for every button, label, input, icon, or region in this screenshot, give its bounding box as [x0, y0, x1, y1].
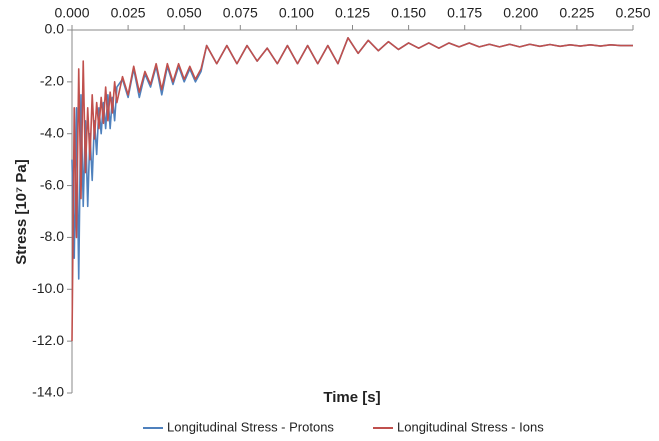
y-tick-label: -2.0 — [40, 73, 64, 89]
y-tick-label: -8.0 — [40, 228, 64, 244]
data-line — [71, 36, 633, 342]
y-tick-label: -6.0 — [40, 176, 64, 192]
x-tick-label: 0.125 — [335, 5, 370, 21]
x-tick-label: 0.250 — [615, 5, 650, 21]
x-tick-label: 0.200 — [503, 5, 538, 21]
y-tick-label: -4.0 — [40, 124, 64, 140]
data-line — [71, 36, 633, 280]
x-tick-label: 0.050 — [167, 5, 202, 21]
legend-label: Longitudinal Stress - Ions — [397, 419, 544, 434]
y-tick-label: -12.0 — [32, 332, 64, 348]
y-tick-label: -10.0 — [32, 280, 64, 296]
legend-label: Longitudinal Stress - Protons — [167, 419, 334, 434]
y-tick-label: 0.0 — [45, 21, 65, 37]
x-axis-title: Time [s] — [323, 389, 380, 406]
y-tick-label: -14.0 — [32, 384, 64, 400]
y-axis-title: Stress [10⁷ Pa] — [13, 159, 30, 264]
x-tick-label: 0.025 — [111, 5, 146, 21]
x-tick-label: 0.175 — [447, 5, 482, 21]
x-tick-label: 0.100 — [279, 5, 314, 21]
x-tick-label: 0.075 — [223, 5, 258, 21]
x-tick-label: 0.150 — [391, 5, 426, 21]
x-tick-label: 0.225 — [559, 5, 594, 21]
x-tick-label: 0.000 — [54, 5, 89, 21]
